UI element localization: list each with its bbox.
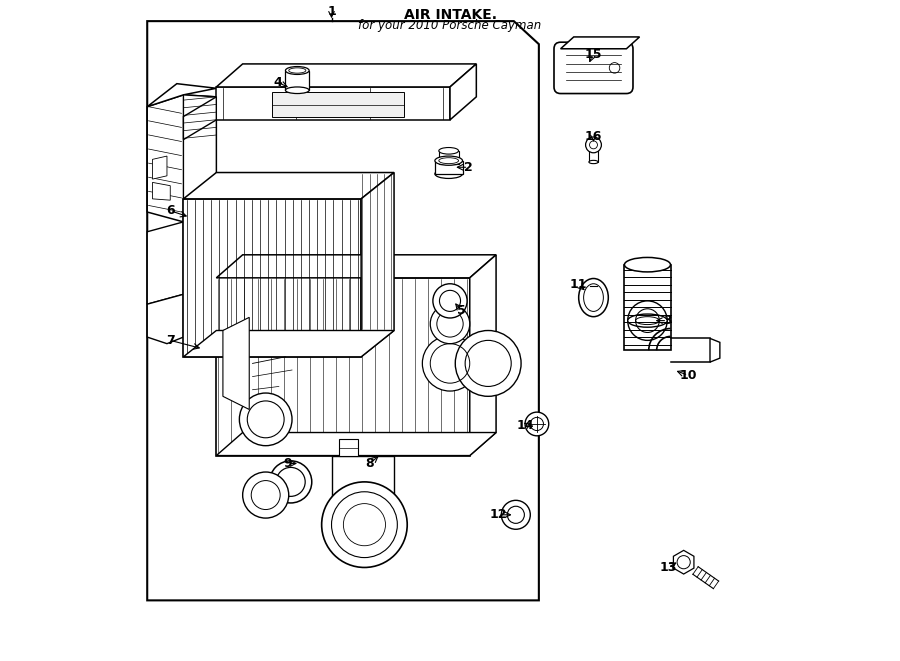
Polygon shape xyxy=(710,338,720,362)
Polygon shape xyxy=(216,64,476,87)
Ellipse shape xyxy=(627,307,667,317)
Polygon shape xyxy=(273,93,404,116)
Text: 14: 14 xyxy=(517,420,535,432)
Text: 5: 5 xyxy=(457,304,465,317)
Circle shape xyxy=(586,137,601,153)
Circle shape xyxy=(243,472,289,518)
Polygon shape xyxy=(184,95,216,222)
Ellipse shape xyxy=(285,67,309,75)
Ellipse shape xyxy=(627,314,667,327)
Polygon shape xyxy=(216,87,450,120)
Ellipse shape xyxy=(579,278,608,317)
Polygon shape xyxy=(339,439,358,455)
Polygon shape xyxy=(285,71,309,91)
Polygon shape xyxy=(148,84,216,106)
Circle shape xyxy=(270,461,311,503)
Ellipse shape xyxy=(435,169,463,178)
Circle shape xyxy=(525,412,549,436)
Polygon shape xyxy=(184,199,361,357)
Circle shape xyxy=(430,304,470,344)
Ellipse shape xyxy=(435,156,463,165)
Text: 1: 1 xyxy=(327,5,336,18)
Circle shape xyxy=(321,482,407,567)
Text: 4: 4 xyxy=(274,76,282,89)
Text: AIR INTAKE.: AIR INTAKE. xyxy=(403,8,497,22)
Polygon shape xyxy=(148,222,184,304)
Polygon shape xyxy=(152,156,167,179)
Polygon shape xyxy=(184,173,394,199)
Circle shape xyxy=(455,330,521,397)
Polygon shape xyxy=(361,173,394,357)
Text: 9: 9 xyxy=(284,457,292,470)
Polygon shape xyxy=(216,432,496,455)
Text: 8: 8 xyxy=(365,457,374,470)
Polygon shape xyxy=(625,264,670,350)
Polygon shape xyxy=(470,254,496,455)
Polygon shape xyxy=(589,145,598,162)
Text: 13: 13 xyxy=(660,561,677,574)
Polygon shape xyxy=(152,182,170,200)
Text: 10: 10 xyxy=(680,369,697,382)
Text: 15: 15 xyxy=(584,48,601,61)
Text: for your 2010 Porsche Cayman: for your 2010 Porsche Cayman xyxy=(358,19,542,32)
Polygon shape xyxy=(148,95,216,222)
Circle shape xyxy=(239,393,292,446)
Circle shape xyxy=(422,336,478,391)
Polygon shape xyxy=(223,317,249,409)
Polygon shape xyxy=(331,455,394,508)
Polygon shape xyxy=(561,37,640,49)
Polygon shape xyxy=(184,330,394,357)
Ellipse shape xyxy=(589,161,598,164)
Polygon shape xyxy=(216,278,470,455)
Text: 7: 7 xyxy=(166,334,175,347)
Polygon shape xyxy=(673,551,694,574)
Circle shape xyxy=(627,301,667,340)
Ellipse shape xyxy=(285,87,309,94)
FancyBboxPatch shape xyxy=(554,42,633,94)
Text: 6: 6 xyxy=(166,204,175,217)
Polygon shape xyxy=(450,64,476,120)
Text: 12: 12 xyxy=(490,508,507,522)
Text: 11: 11 xyxy=(570,278,587,291)
Ellipse shape xyxy=(625,257,670,272)
Text: 2: 2 xyxy=(464,161,473,174)
Polygon shape xyxy=(216,254,496,278)
Polygon shape xyxy=(439,151,459,164)
Circle shape xyxy=(501,500,530,529)
Polygon shape xyxy=(148,294,184,344)
Circle shape xyxy=(433,284,467,318)
Ellipse shape xyxy=(439,147,459,154)
Text: 16: 16 xyxy=(585,130,602,143)
Polygon shape xyxy=(435,161,463,174)
Polygon shape xyxy=(184,97,216,139)
Text: 3: 3 xyxy=(663,314,671,327)
